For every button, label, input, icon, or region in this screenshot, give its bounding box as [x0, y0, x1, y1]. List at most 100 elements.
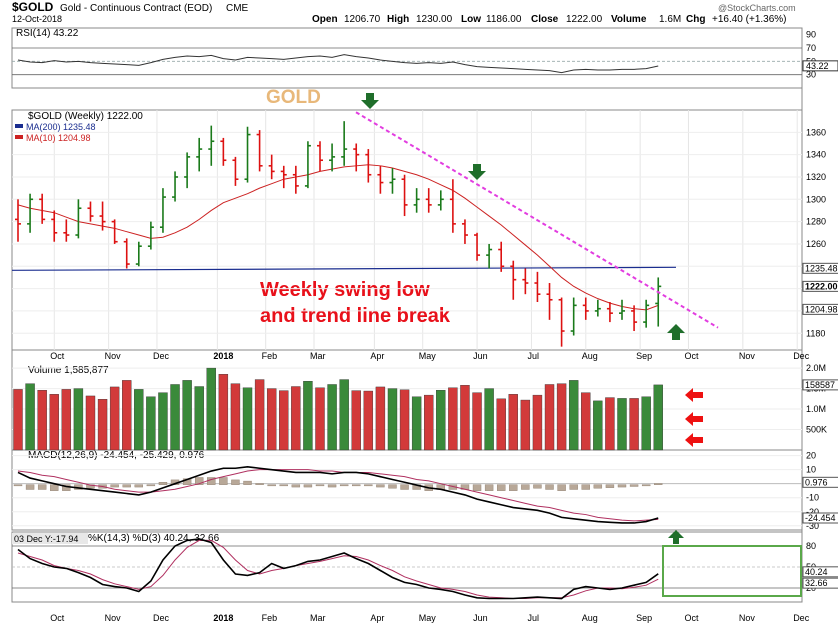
- volume-bar: [424, 394, 434, 451]
- price-x-tick-label: Nov: [105, 351, 122, 361]
- volume-bar: [291, 386, 301, 451]
- macd-histogram-bar: [267, 484, 276, 487]
- macd-histogram-bar: [37, 484, 47, 490]
- low-label: Low: [461, 14, 481, 25]
- volume-bar: [605, 397, 615, 451]
- volume-bar: [13, 389, 23, 451]
- ohlc-bar: [377, 165, 384, 194]
- ohlc-bar: [135, 241, 142, 267]
- ohlc-bar: [123, 238, 130, 269]
- ohlc-bar: [401, 174, 408, 217]
- ohlc-bar: [268, 154, 275, 180]
- swing-low-annotation-line1: Weekly swing low: [260, 279, 430, 301]
- macd-signal-line: [17, 469, 659, 522]
- volume-bar: [411, 396, 422, 451]
- stochastic-x-tick-label: May: [419, 613, 437, 623]
- price-x-tick-label: Mar: [310, 351, 326, 361]
- ohlc-bar: [196, 137, 203, 172]
- price-badge: 1222.00: [805, 281, 838, 291]
- price-tick-label: 1180: [806, 328, 825, 338]
- ma10-legend-swatch: [15, 135, 23, 139]
- ohlc-bar: [570, 297, 577, 336]
- macd-histogram-bar: [279, 484, 288, 487]
- macd-line: [17, 466, 659, 524]
- ohlc-bar: [606, 302, 613, 323]
- ohlc-bar: [389, 168, 396, 194]
- rsi-legend: RSI(14) 43.22: [16, 28, 79, 39]
- price-x-tick-label: Sep: [636, 351, 652, 361]
- stochastic-highlight-box: [662, 545, 802, 597]
- macd-histogram-bar: [243, 480, 252, 485]
- ohlc-bar: [437, 190, 444, 211]
- volume-bar: [109, 386, 120, 451]
- volume-red-arrow: [685, 388, 703, 402]
- price-x-tick-label: Oct: [50, 351, 65, 361]
- ohlc-bar: [594, 299, 601, 317]
- ma10-line: [17, 164, 659, 311]
- macd-tick-label: 10: [806, 465, 816, 475]
- volume-bar: [339, 379, 349, 451]
- price-x-tick-label: Dec: [153, 351, 170, 361]
- rsi-tick-label: 90: [806, 30, 816, 40]
- stochastic-x-tick-label: Nov: [739, 613, 756, 623]
- macd-histogram-bar: [110, 484, 119, 488]
- ohlc-bar: [498, 241, 505, 272]
- ohlc-bar: [292, 165, 299, 194]
- crosshair-date-tag: 03 Dec Y:-17.94: [14, 534, 78, 544]
- macd-histogram-bar: [641, 484, 651, 487]
- ohlc-bar: [341, 121, 348, 166]
- macd-tick-label: -30: [806, 521, 819, 531]
- macd-histogram-bar: [629, 484, 639, 487]
- price-tick-label: 1340: [806, 150, 826, 160]
- volume-bar: [472, 392, 482, 451]
- volume-bar: [279, 390, 289, 451]
- volume-bar: [617, 398, 627, 451]
- ohlc-bar: [63, 219, 70, 242]
- volume-bar: [568, 380, 579, 451]
- price-x-axis: Oct Nov Dec 2018 Feb Mar Apr May Jun Jul Aug Sep Oct…: [50, 351, 809, 361]
- volume-badge-bg: [802, 379, 838, 391]
- ohlc-bar: [353, 143, 360, 172]
- macd-histogram-bar: [545, 484, 554, 490]
- macd-histogram-bar: [25, 484, 35, 490]
- rsi-tick-label: 70: [806, 43, 816, 53]
- stochastic-badge-bg: [802, 566, 838, 578]
- ohlc-bar: [522, 268, 529, 295]
- macd-histogram-bar: [134, 484, 144, 488]
- exchange-label: CME: [226, 3, 249, 14]
- chg-label: Chg: [686, 14, 705, 25]
- volume-bar: [653, 384, 663, 451]
- price-tick-label: 1260: [806, 239, 826, 249]
- month-gridlines: [53, 110, 798, 350]
- stochastic-x-tick-label: Oct: [684, 613, 699, 623]
- macd-histogram-bar: [364, 484, 373, 487]
- stochastic-tick-label: 80: [806, 541, 816, 551]
- price-badge-bg: [802, 280, 838, 292]
- crosshair-date-tag-bg: [12, 533, 88, 544]
- volume-bar: [303, 381, 313, 451]
- macd-histogram-bar: [654, 483, 663, 485]
- stochastic-x-axis: Oct Nov Dec 2018 Feb Mar Apr May Jun Jul Aug Sep Oct…: [50, 613, 809, 623]
- macd-histogram-bar: [605, 484, 615, 488]
- ohlc-bar: [75, 199, 82, 239]
- stochastic-badge-bg: [802, 577, 838, 589]
- trend-line: [355, 111, 719, 329]
- volume-bar: [520, 399, 531, 451]
- macd-histogram-bar: [593, 484, 603, 489]
- chg-value: +16.40 (+1.36%): [712, 14, 787, 25]
- volume-bar: [315, 387, 325, 451]
- ohlc-bar: [558, 297, 565, 347]
- price-panel: $GOLD (Weekly) 1222.00 MA(200) 1235.48 M…: [11, 87, 838, 361]
- price-tick-label: 1280: [806, 217, 826, 227]
- volume-bar: [146, 396, 156, 451]
- ohlc-bar: [244, 126, 251, 183]
- price-badge-bg: [802, 262, 838, 274]
- low-value: 1186.00: [486, 14, 522, 25]
- volume-bar: [158, 392, 168, 451]
- volume-bar: [556, 383, 567, 451]
- stochastic-x-tick-label: Dec: [153, 613, 170, 623]
- volume-legend: Volume 1,585,877: [28, 365, 109, 376]
- high-value: 1230.00: [416, 14, 453, 25]
- ohlc-bar: [304, 141, 311, 189]
